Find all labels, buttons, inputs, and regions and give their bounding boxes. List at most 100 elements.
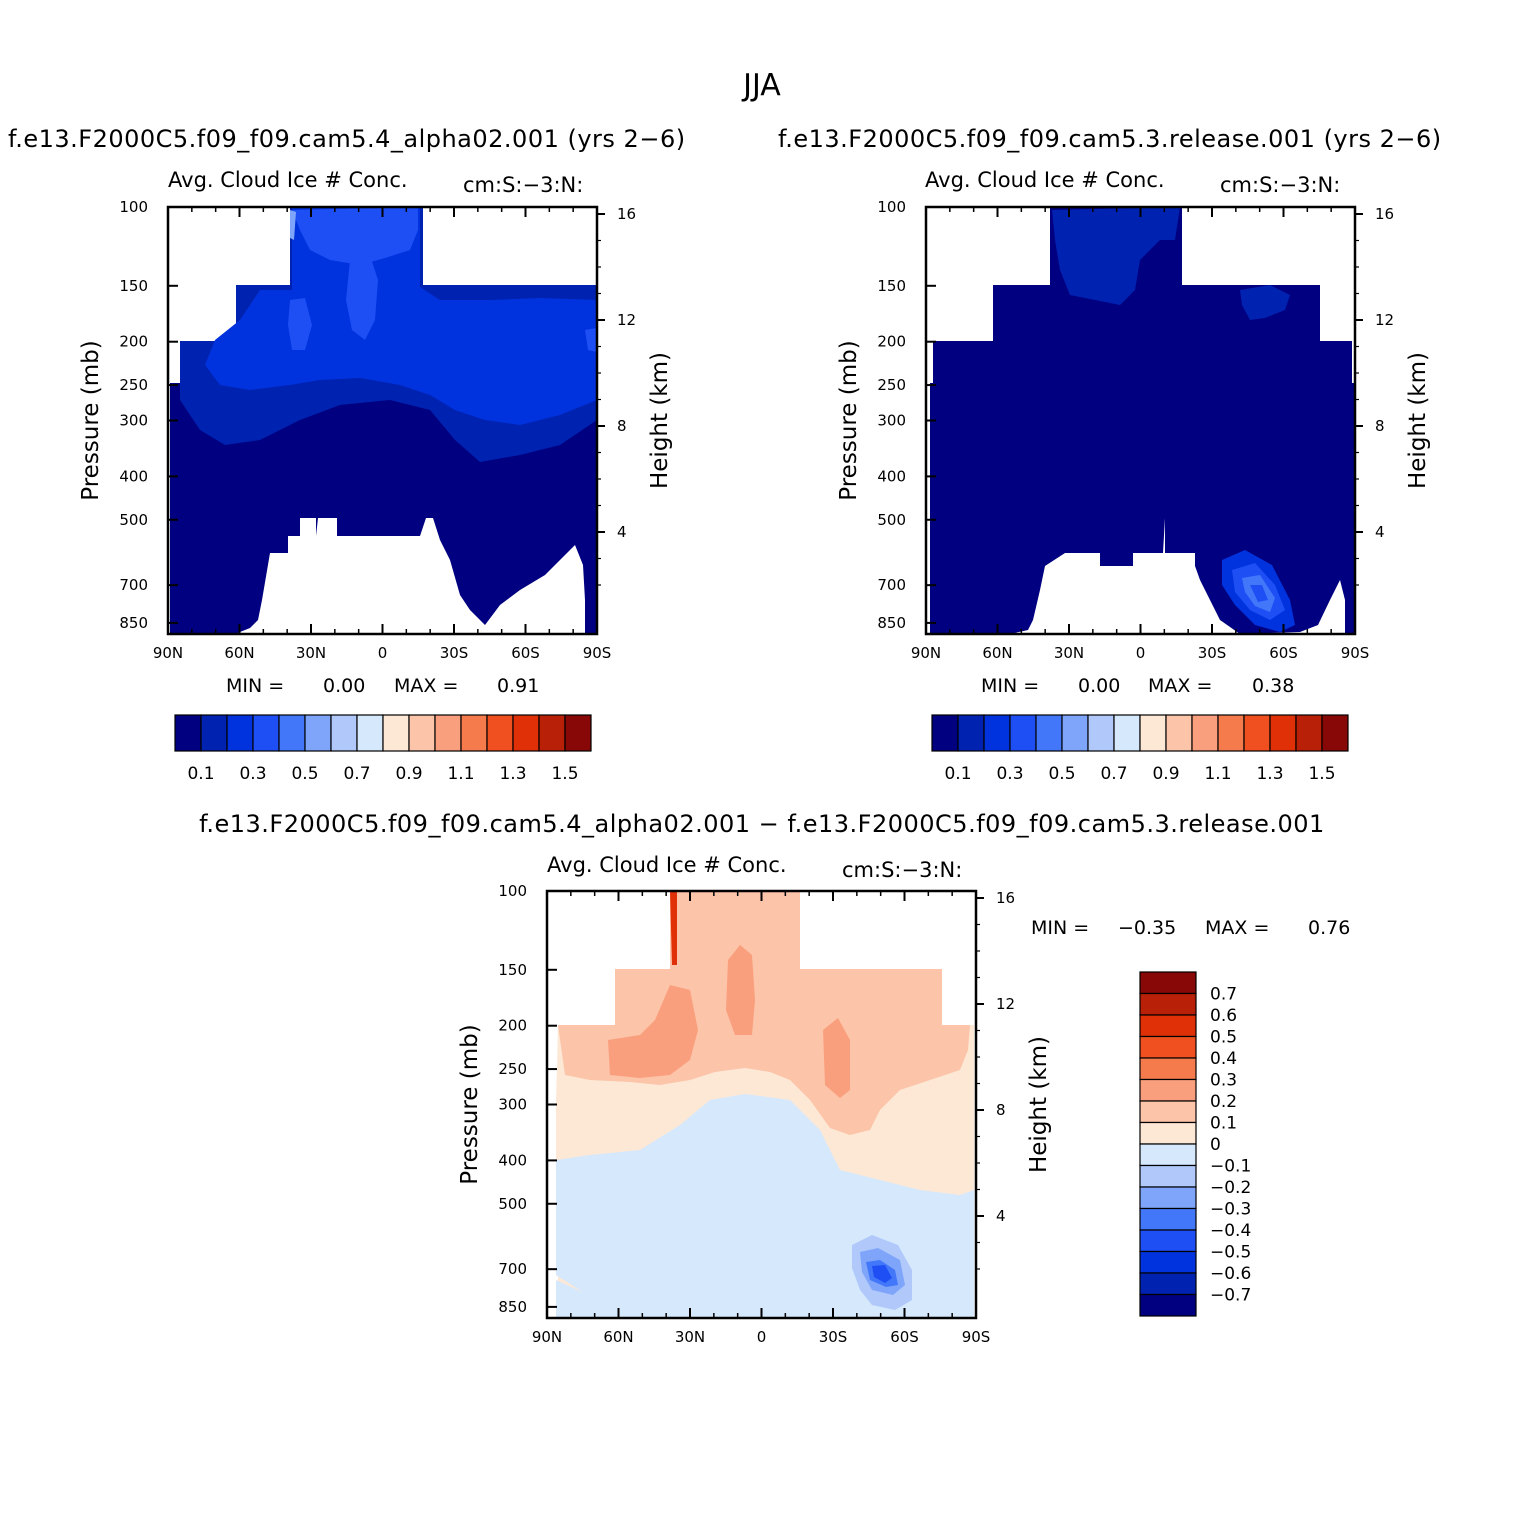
panel2-ytick-label: 850 bbox=[877, 614, 906, 632]
colorbar-panel1-swatch bbox=[278, 714, 306, 752]
panel2-axes: 90N 60N 30N 0 30S 60S 90S 100 150 200 250 300 400 500… bbox=[836, 198, 1431, 662]
colorbar-panel3-label: 0.2 bbox=[1210, 1092, 1237, 1112]
colorbar-panel3-swatch bbox=[1139, 1207, 1197, 1231]
colorbar-panel3-label: −0.3 bbox=[1210, 1200, 1251, 1220]
colorbar-panel2-label: 0.7 bbox=[1100, 764, 1127, 784]
panel1-max-value: 0.91 bbox=[497, 675, 540, 697]
panel3-units: cm:S:−3:N: bbox=[842, 858, 963, 882]
panel1-rtick-label: 16 bbox=[617, 205, 636, 223]
colorbar-panel2-swatch bbox=[1139, 714, 1167, 752]
colorbar-panel1-swatch bbox=[200, 714, 228, 752]
colorbar-panel3-label: 0.5 bbox=[1210, 1028, 1237, 1048]
panel3-rtick-label: 12 bbox=[996, 995, 1015, 1013]
colorbar-panel1-swatch bbox=[486, 714, 514, 752]
panel3-ytick-label: 200 bbox=[498, 1017, 527, 1035]
panel3-xtick-label: 60S bbox=[890, 1328, 919, 1346]
panel1-ytick-label: 300 bbox=[119, 412, 148, 430]
colorbar-panel1-label: 0.7 bbox=[343, 764, 370, 784]
panel3-axes: 90N 60N 30N 0 30S 60S 90S 100 150 200 250 300 400 500… bbox=[457, 882, 1052, 1346]
colorbar-panel1-swatch bbox=[356, 714, 384, 752]
panel1-variable: Avg. Cloud Ice # Conc. bbox=[168, 168, 408, 192]
colorbar-panel3-swatch bbox=[1139, 1293, 1197, 1317]
colorbar-panel3-swatch bbox=[1139, 1035, 1197, 1059]
colorbar-panel1: 0.1 0.3 0.5 0.7 0.9 1.1 1.3 1.5 bbox=[174, 714, 592, 784]
colorbar-panel1-swatch bbox=[460, 714, 488, 752]
colorbar-panel3-label: 0.6 bbox=[1210, 1006, 1237, 1026]
colorbar-panel1-label: 1.3 bbox=[499, 764, 526, 784]
panel2-ytick-label: 400 bbox=[877, 467, 906, 485]
panel2-rtick-label: 16 bbox=[1375, 205, 1394, 223]
panel2-rtick-label: 12 bbox=[1375, 311, 1394, 329]
colorbar-panel1-swatch bbox=[538, 714, 566, 752]
panel2-ytick-label: 250 bbox=[877, 376, 906, 394]
panel2-ytick-label: 300 bbox=[877, 412, 906, 430]
colorbar-panel1-label: 0.3 bbox=[239, 764, 266, 784]
panel2-xtick-label: 90S bbox=[1341, 644, 1370, 662]
panel3-ytick-label: 300 bbox=[498, 1096, 527, 1114]
panel3-xtick-label: 0 bbox=[757, 1328, 767, 1346]
colorbar-panel3-swatch bbox=[1139, 1121, 1197, 1145]
panel2-rlabel: Height (km) bbox=[1405, 352, 1431, 489]
panel2-case-title: f.e13.F2000C5.f09_f09.cam5.3.release.001… bbox=[778, 125, 1442, 153]
colorbar-panel1-swatch bbox=[226, 714, 254, 752]
colorbar-panel3-label: −0.5 bbox=[1210, 1243, 1251, 1263]
colorbar-panel1-swatch bbox=[408, 714, 436, 752]
panel3-ytick-label: 150 bbox=[498, 961, 527, 979]
colorbar-panel2-swatch bbox=[1087, 714, 1115, 752]
panel3-contours bbox=[556, 891, 974, 1318]
colorbar-panel2: 0.1 0.3 0.5 0.7 0.9 1.1 1.3 1.5 bbox=[931, 714, 1349, 784]
colorbar-panel1-label: 0.1 bbox=[187, 764, 214, 784]
panel2-max-value: 0.38 bbox=[1252, 675, 1295, 697]
colorbar-panel1-swatch bbox=[564, 714, 592, 752]
colorbar-panel2-label: 1.5 bbox=[1308, 764, 1335, 784]
panel2-min-value: 0.00 bbox=[1078, 675, 1121, 697]
colorbar-panel2-label: 0.9 bbox=[1152, 764, 1179, 784]
panel1-rtick-label: 12 bbox=[617, 311, 636, 329]
panel1-max-label: MAX = bbox=[394, 675, 459, 697]
figure-title: JJA bbox=[743, 68, 781, 103]
colorbar-panel3-swatch bbox=[1139, 1250, 1197, 1274]
colorbar-panel1-swatch bbox=[512, 714, 540, 752]
panel2-rtick-label: 8 bbox=[1375, 417, 1385, 435]
colorbar-panel2-label: 0.1 bbox=[944, 764, 971, 784]
panel1-ytick-label: 400 bbox=[119, 467, 148, 485]
colorbar-panel2-swatch bbox=[1113, 714, 1141, 752]
panel3-ytick-label: 400 bbox=[498, 1151, 527, 1169]
panel1-ytick-label: 850 bbox=[119, 614, 148, 632]
panel2-xtick-label: 0 bbox=[1136, 644, 1146, 662]
panel1-min-value: 0.00 bbox=[323, 675, 366, 697]
panel2-min-label: MIN = bbox=[981, 675, 1040, 697]
panel1-xtick-label: 30N bbox=[296, 644, 326, 662]
colorbar-panel2-swatch bbox=[1269, 714, 1297, 752]
colorbar-panel3-label: −0.4 bbox=[1210, 1221, 1251, 1241]
panel2-xtick-label: 30S bbox=[1198, 644, 1227, 662]
colorbar-panel2-swatch bbox=[1061, 714, 1089, 752]
panel1-xtick-label: 30S bbox=[440, 644, 469, 662]
panel2-max-label: MAX = bbox=[1148, 675, 1213, 697]
colorbar-panel3-swatch bbox=[1139, 971, 1197, 995]
panel1-ytick-label: 700 bbox=[119, 576, 148, 594]
panel1-ytick-label: 150 bbox=[119, 277, 148, 295]
panel2-ytick-label: 500 bbox=[877, 511, 906, 529]
panel3-rtick-label: 8 bbox=[996, 1101, 1006, 1119]
panel2-ytick-label: 100 bbox=[877, 198, 906, 216]
panel1-ytick-label: 250 bbox=[119, 376, 148, 394]
panel3-ylabel: Pressure (mb) bbox=[457, 1024, 483, 1184]
colorbar-panel3-label: 0.1 bbox=[1210, 1114, 1237, 1134]
colorbar-panel1-label: 0.5 bbox=[291, 764, 318, 784]
colorbar-panel2-swatch bbox=[1035, 714, 1063, 752]
colorbar-panel2-swatch bbox=[931, 714, 959, 752]
colorbar-panel3-swatch bbox=[1139, 1143, 1197, 1167]
panel2-variable: Avg. Cloud Ice # Conc. bbox=[925, 168, 1165, 192]
panel3-xtick-label: 90N bbox=[532, 1328, 562, 1346]
diff-title: f.e13.F2000C5.f09_f09.cam5.4_alpha02.001… bbox=[199, 810, 1325, 838]
panel1-ytick-label: 100 bbox=[119, 198, 148, 216]
panel3-ytick-label: 100 bbox=[498, 882, 527, 900]
colorbar-panel3-label: 0.7 bbox=[1210, 985, 1237, 1005]
colorbar-layer: 0.1 0.3 0.5 0.7 0.9 1.1 1.3 1.5 0.1 0.3 0.5 0.7 0.9 1… bbox=[174, 714, 1349, 1317]
colorbar-panel2-swatch bbox=[983, 714, 1011, 752]
panel2-ylabel: Pressure (mb) bbox=[836, 340, 862, 500]
colorbar-panel3-swatch bbox=[1139, 1078, 1197, 1102]
panel2-xtick-label: 30N bbox=[1054, 644, 1084, 662]
